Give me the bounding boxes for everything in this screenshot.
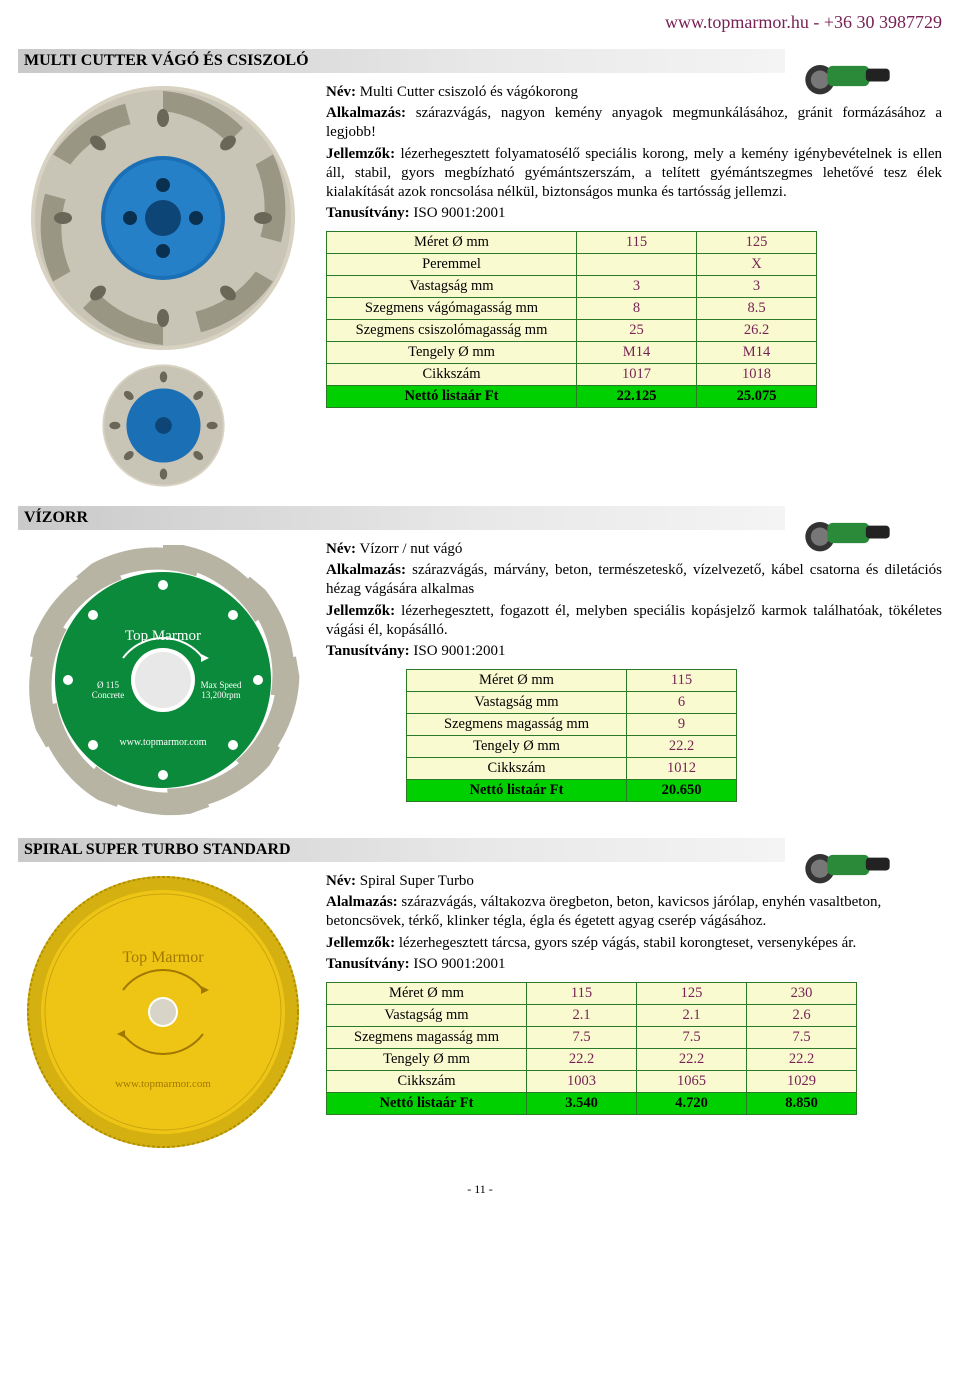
- product-vizorr-desc: Név: Vízorr / nut vágó Alkalmazás: szára…: [326, 540, 942, 802]
- alk-value: szárazvágás, váltakozva öregbeton, beton…: [326, 894, 881, 929]
- vizorr-table: Méret Ø mm115 Vastagság mm6 Szegmens mag…: [406, 669, 737, 802]
- tanu-label: Tanusítvány:: [326, 643, 410, 659]
- jell-label: Jellemzők:: [326, 603, 395, 619]
- spiral-table: Méret Ø mm115125230 Vastagság mm2.12.12.…: [326, 982, 857, 1115]
- table-row: Szegmens magasság mm9: [407, 714, 737, 736]
- svg-text:Concrete: Concrete: [92, 690, 124, 700]
- product-multi-images: [18, 83, 308, 488]
- product-multi-desc: Név: Multi Cutter csiszoló és vágókorong…: [326, 83, 942, 408]
- table-row: PeremmelX: [327, 254, 817, 276]
- tanu-label: Tanusítvány:: [326, 205, 410, 221]
- angle-grinder-icon: [800, 500, 895, 555]
- table-row: Szegmens magasság mm7.57.57.5: [327, 1026, 857, 1048]
- product-spiral: Top Marmor www.topmarmor.com Név: Spiral…: [18, 872, 942, 1152]
- alk-value: szárazvágás, márvány, beton, természetes…: [326, 562, 942, 597]
- disc-yellow-icon: Top Marmor www.topmarmor.com: [23, 872, 303, 1152]
- name-value: Spiral Super Turbo: [356, 873, 474, 889]
- section-title-vizorr-text: VÍZORR: [24, 509, 88, 526]
- price-row: Nettó listaár Ft20.650: [407, 780, 737, 802]
- section-title-spiral-text: SPIRAL SUPER TURBO STANDARD: [24, 841, 291, 858]
- table-row: Vastagság mm33: [327, 276, 817, 298]
- table-row: Méret Ø mm115125230: [327, 982, 857, 1004]
- price-row: Nettó listaár Ft3.5404.7208.850: [327, 1092, 857, 1114]
- table-row: Méret Ø mm115125: [327, 232, 817, 254]
- product-spiral-images: Top Marmor www.topmarmor.com: [18, 872, 308, 1152]
- page-number: - 11 -: [18, 1182, 942, 1197]
- jell-label: Jellemzők:: [326, 146, 395, 162]
- name-value: Multi Cutter csiszoló és vágókorong: [356, 84, 578, 100]
- name-value: Vízorr / nut vágó: [356, 541, 462, 557]
- product-spiral-desc: Név: Spiral Super Turbo Alalmazás: szára…: [326, 872, 942, 1115]
- disc-blue-large-icon: [28, 83, 298, 353]
- price-row: Nettó listaár Ft22.12525.075: [327, 386, 817, 408]
- name-label: Név:: [326, 541, 356, 557]
- name-label: Név:: [326, 84, 356, 100]
- table-row: Tengely Ø mmM14M14: [327, 342, 817, 364]
- disc-green-icon: Top Marmor Ø 115 Concrete Max Speed 13,2…: [23, 540, 303, 820]
- section-title-multi: MULTI CUTTER VÁGÓ ÉS CSISZOLÓ: [18, 49, 785, 73]
- svg-text:Max Speed: Max Speed: [201, 680, 242, 690]
- alk-label: Alkalmazás:: [326, 562, 406, 578]
- section-title-multi-text: MULTI CUTTER VÁGÓ ÉS CSISZOLÓ: [24, 52, 309, 69]
- header-sep: -: [809, 12, 824, 32]
- tanu-value: ISO 9001:2001: [410, 643, 506, 659]
- svg-text:13,200rpm: 13,200rpm: [201, 690, 240, 700]
- alk-value: szárazvágás, nagyon kemény anyagok megmu…: [326, 105, 942, 140]
- svg-text:www.topmarmor.com: www.topmarmor.com: [115, 1078, 211, 1090]
- jell-value: lézerhegesztett tárcsa, gyors szép vágás…: [395, 935, 856, 951]
- svg-text:Ø 115: Ø 115: [97, 680, 119, 690]
- table-row: Vastagság mm2.12.12.6: [327, 1004, 857, 1026]
- phone-number: +36 30 3987729: [824, 12, 942, 32]
- multi-table: Méret Ø mm115125 PeremmelX Vastagság mm3…: [326, 231, 817, 408]
- section-title-vizorr: VÍZORR: [18, 506, 785, 530]
- section-title-spiral: SPIRAL SUPER TURBO STANDARD: [18, 838, 785, 862]
- jell-value: lézerhegesztett, fogazott él, melyben sp…: [326, 603, 942, 638]
- table-row: Cikkszám10171018: [327, 364, 817, 386]
- table-row: Cikkszám100310651029: [327, 1070, 857, 1092]
- alk-label: Alalmazás:: [326, 894, 398, 910]
- table-row: Szegmens vágómagasság mm88.5: [327, 298, 817, 320]
- svg-text:Top Marmor: Top Marmor: [125, 628, 201, 644]
- site-url: www.topmarmor.hu: [665, 12, 809, 32]
- svg-text:Top Marmor: Top Marmor: [122, 949, 204, 966]
- product-vizorr: Top Marmor Ø 115 Concrete Max Speed 13,2…: [18, 540, 942, 820]
- product-vizorr-images: Top Marmor Ø 115 Concrete Max Speed 13,2…: [18, 540, 308, 820]
- angle-grinder-icon: [800, 832, 895, 887]
- svg-text:www.topmarmor.com: www.topmarmor.com: [119, 737, 206, 748]
- table-row: Vastagság mm6: [407, 692, 737, 714]
- product-multi: Név: Multi Cutter csiszoló és vágókorong…: [18, 83, 942, 488]
- tanu-value: ISO 9001:2001: [410, 956, 506, 972]
- angle-grinder-icon: [800, 43, 895, 98]
- page-header: www.topmarmor.hu - +36 30 3987729: [18, 8, 942, 45]
- disc-blue-small-icon: [101, 363, 226, 488]
- jell-value: lézerhegesztett folyamatosélő speciális …: [326, 146, 942, 200]
- tanu-value: ISO 9001:2001: [410, 205, 506, 221]
- table-row: Tengely Ø mm22.2: [407, 736, 737, 758]
- table-row: Cikkszám1012: [407, 758, 737, 780]
- jell-label: Jellemzők:: [326, 935, 395, 951]
- table-row: Szegmens csiszolómagasság mm2526.2: [327, 320, 817, 342]
- alk-label: Alkalmazás:: [326, 105, 406, 121]
- table-row: Méret Ø mm115: [407, 670, 737, 692]
- name-label: Név:: [326, 873, 356, 889]
- tanu-label: Tanusítvány:: [326, 956, 410, 972]
- table-row: Tengely Ø mm22.222.222.2: [327, 1048, 857, 1070]
